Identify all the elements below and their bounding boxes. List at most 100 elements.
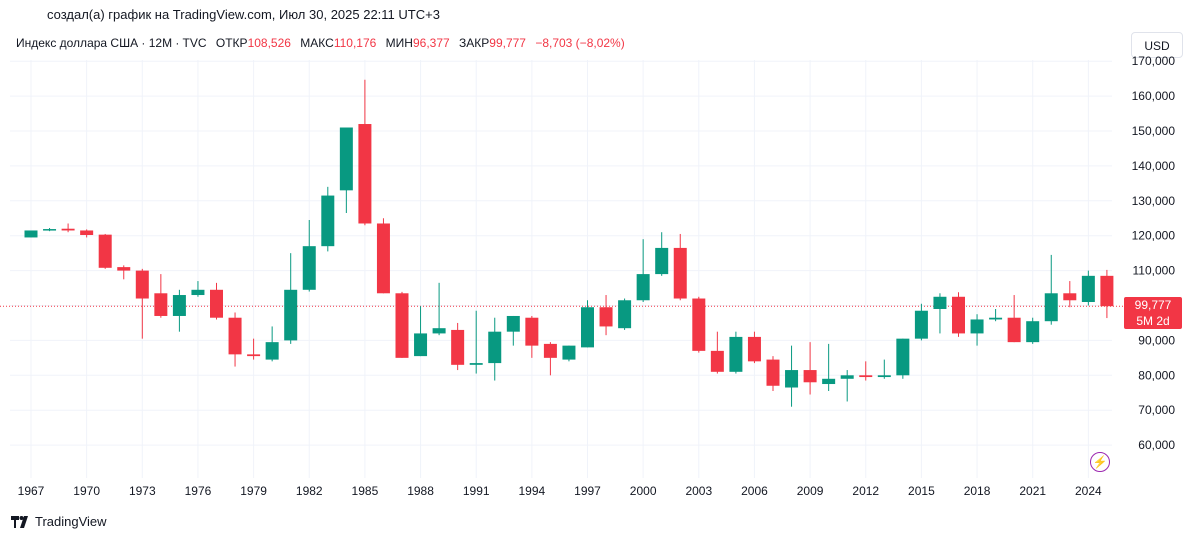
candle-body [989,317,1003,320]
candle [135,268,149,339]
candle [562,345,576,362]
candle-body [710,350,724,372]
candle-body [952,296,965,334]
time-axis[interactable]: 1967 1970 1973 1976 1979 1982 1985 1988 1991 1994… [18,484,1102,498]
x-tick-label: 1973 [129,484,156,498]
candle [321,186,335,252]
candle [859,361,873,381]
candle-body [395,293,409,358]
y-tick-label: 130,000 [1132,194,1176,208]
y-tick-label: 120,000 [1132,229,1176,243]
price-axis[interactable]: 60,00070,00080,00090,000100,000110,00012… [1132,54,1176,452]
change-value: −8,703 (−8,02%) [535,36,625,50]
candles [24,79,1114,407]
candle [822,343,836,392]
open-label: ОТКР [215,36,248,50]
x-tick-label: 1970 [73,484,100,498]
candle-body [358,124,372,224]
candle-body [1026,321,1040,343]
x-tick-label: 1985 [352,484,379,498]
candle-body [210,289,223,318]
currency-button[interactable]: USD [1131,32,1183,58]
candle [191,281,205,297]
candle-body [785,370,799,388]
candle [599,295,613,336]
candle-body [618,300,632,329]
candle [395,291,409,358]
x-tick-label: 1988 [407,484,434,498]
candle [933,293,947,334]
candle-body [803,370,817,383]
candle-body [247,354,261,357]
x-tick-label: 1967 [18,484,45,498]
candle [302,219,316,292]
last-price-tag: 99,777 5M 2d [1124,297,1182,329]
candle [785,345,799,407]
candle [989,308,1003,322]
candle [284,253,298,344]
candle [117,265,131,280]
candle [247,338,261,360]
symbol-title[interactable]: Индекс доллара США · 12M · TVC [16,36,207,50]
candle [655,232,669,276]
candle [581,300,594,348]
candle-body [228,317,242,355]
candle [358,79,372,226]
tradingview-logo[interactable]: TradingView [11,514,107,529]
candle-body [1007,317,1021,343]
high-value: 110,176 [333,36,377,50]
candle-body [172,295,186,316]
candle [840,370,854,402]
y-tick-label: 60,000 [1138,438,1175,452]
candle [265,326,279,362]
candle [896,338,910,379]
candle [877,359,891,379]
candle [1007,295,1021,343]
x-tick-label: 1991 [463,484,490,498]
candle-body [302,246,316,290]
candle-body [321,195,335,247]
candle [80,229,94,238]
open-value: 108,526 [247,36,291,50]
candle [673,233,687,301]
candle [154,274,168,318]
candle-body [414,333,428,357]
candle-body [191,289,205,296]
symbol-legend: Индекс доллара США · 12M · TVC ОТКР108,5… [16,36,625,50]
candle [710,331,724,374]
candle [1100,269,1114,319]
candle [98,233,112,269]
candle-body [432,328,446,334]
candle-body [673,247,687,299]
candle-body [451,329,465,365]
candle-body [1044,293,1058,322]
candle [469,310,483,374]
candle [1044,254,1058,325]
candle-body [469,363,483,365]
x-tick-label: 2006 [741,484,768,498]
x-tick-label: 2000 [630,484,657,498]
chart-attribution: создал(а) график на TradingView.com, Июл… [47,7,440,22]
y-tick-label: 150,000 [1132,124,1176,138]
candle-body [117,267,131,271]
tradingview-logo-icon [11,515,28,528]
candle [803,342,817,395]
x-tick-label: 1979 [240,484,267,498]
lightning-icon[interactable]: ⚡ [1090,452,1110,472]
candle [970,314,984,346]
y-tick-label: 80,000 [1138,368,1175,382]
high-label: МАКС [300,36,334,50]
candle [952,292,965,337]
candle-body [339,127,353,191]
x-tick-label: 2015 [908,484,935,498]
candle [766,356,780,392]
candle [692,296,706,353]
last-price-value: 99,777 [1134,298,1172,312]
candle-body [877,375,891,378]
candle [747,331,761,364]
candle [228,312,242,367]
candle-body [599,307,613,327]
candle-body [1100,275,1114,307]
candle [61,223,75,233]
